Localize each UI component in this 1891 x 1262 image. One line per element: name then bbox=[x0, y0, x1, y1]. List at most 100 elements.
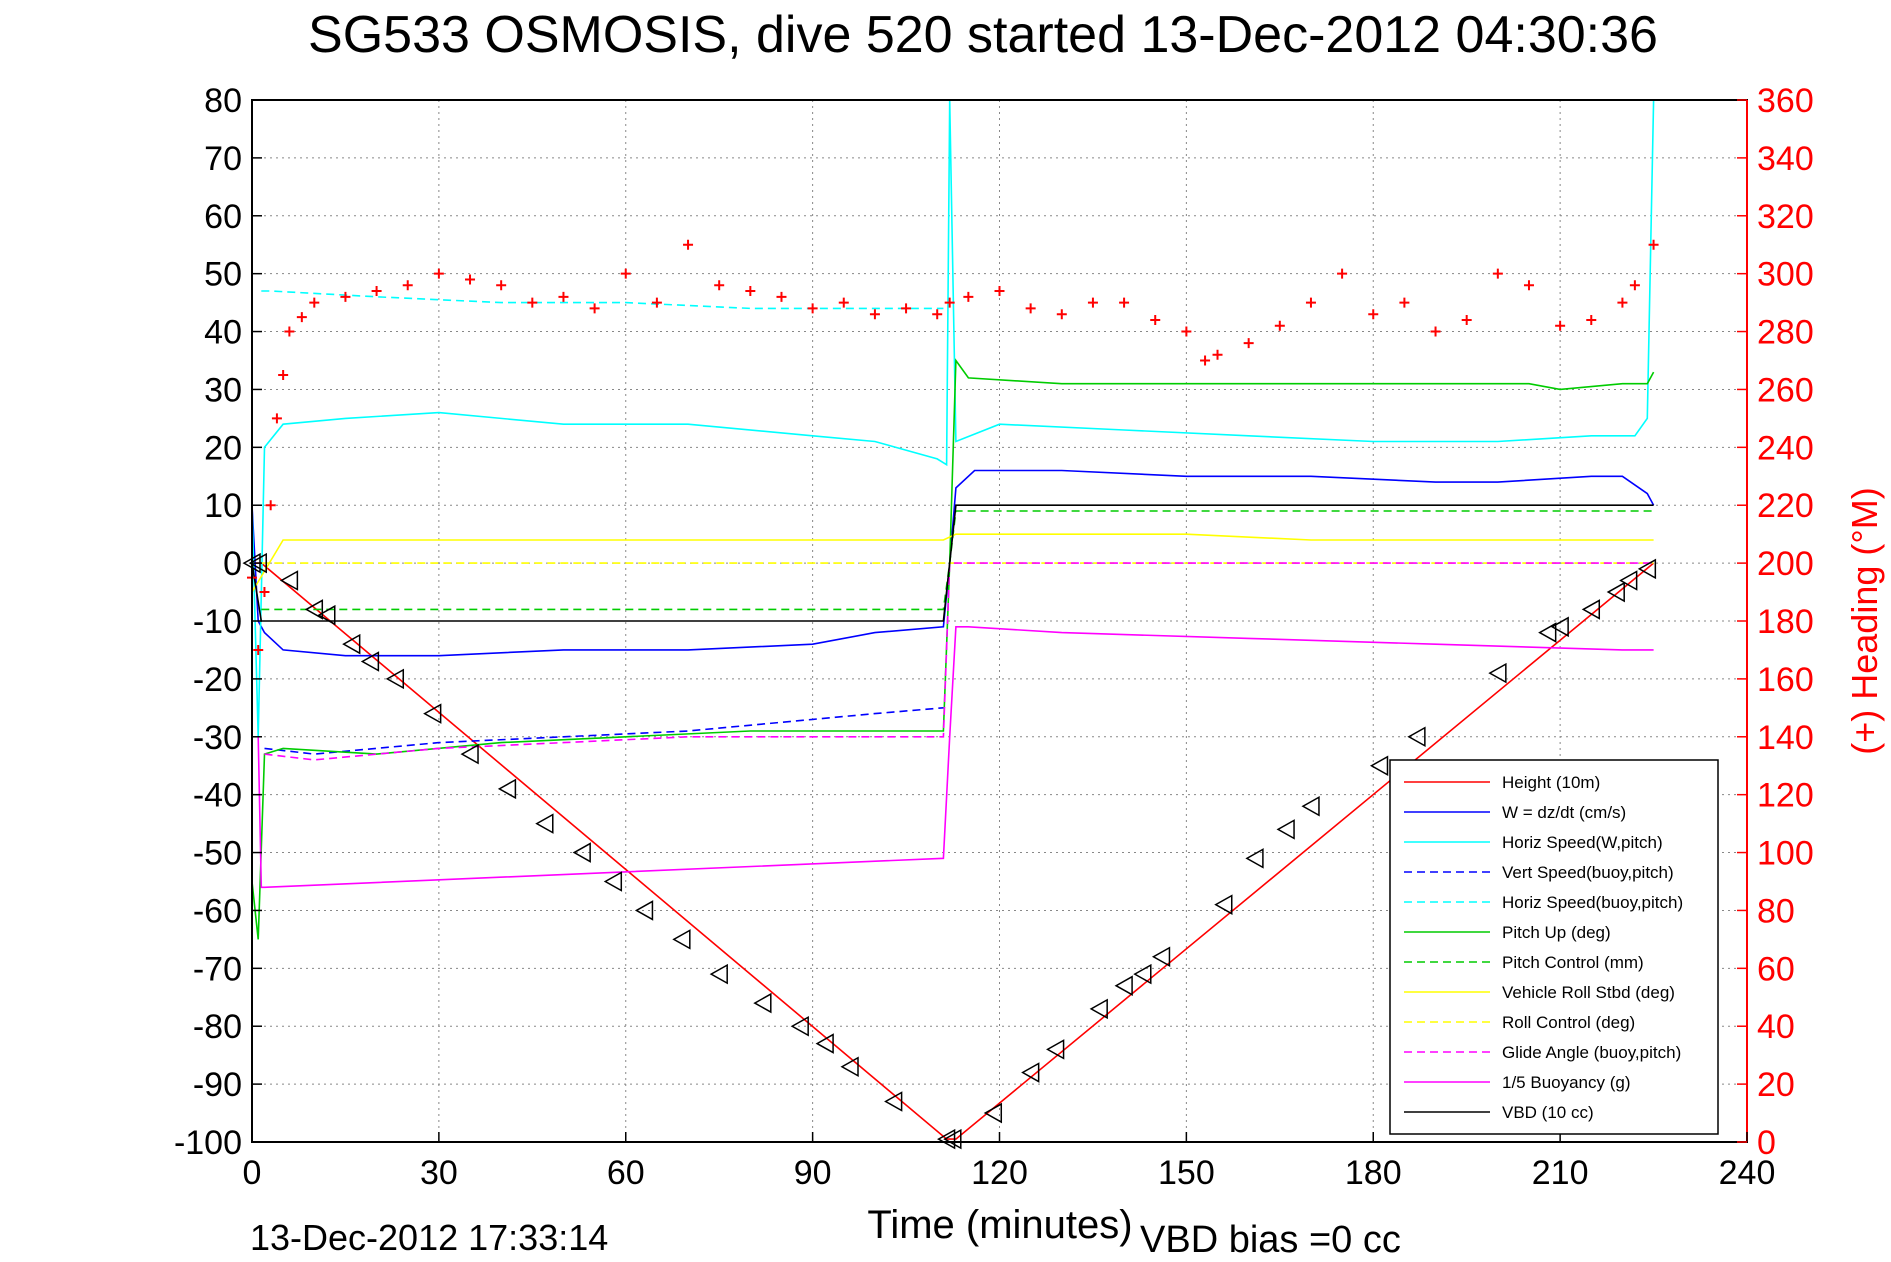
heading-point bbox=[683, 239, 694, 250]
y2-tick-label: 260 bbox=[1757, 371, 1814, 409]
legend-label: Glide Angle (buoy,pitch) bbox=[1502, 1043, 1681, 1062]
heading-point bbox=[1212, 349, 1223, 360]
heading-point bbox=[589, 303, 600, 314]
heading-point bbox=[1025, 303, 1036, 314]
y2-tick-label: 40 bbox=[1757, 1008, 1795, 1046]
y-tick-label: -70 bbox=[193, 950, 242, 988]
legend-label: Pitch Up (deg) bbox=[1502, 923, 1611, 942]
depth-marker bbox=[1619, 570, 1638, 591]
x-tick-label: 0 bbox=[243, 1154, 262, 1192]
y-tick-label: -50 bbox=[193, 835, 242, 873]
legend-label: Roll Control (deg) bbox=[1502, 1013, 1635, 1032]
heading-point bbox=[1430, 326, 1441, 337]
depth-marker bbox=[423, 703, 442, 724]
legend-label: 1/5 Buoyancy (g) bbox=[1502, 1073, 1631, 1092]
y2-tick-label: 340 bbox=[1757, 140, 1814, 178]
heading-point bbox=[776, 291, 787, 302]
y2-axis-label: (+) Heading (°M) bbox=[1844, 487, 1885, 754]
y-tick-label: 30 bbox=[204, 371, 242, 409]
depth-marker bbox=[1114, 975, 1133, 996]
depth-marker bbox=[497, 778, 517, 800]
depth-marker bbox=[753, 992, 772, 1014]
depth-marker bbox=[1245, 848, 1264, 869]
y-axis-right: 0 20 40 60 80 100 120 140 160 180 200 220 240 260 280 3… bbox=[1737, 82, 1814, 1162]
heading-point bbox=[932, 309, 943, 320]
depth-marker bbox=[342, 633, 361, 655]
x-tick-label: 150 bbox=[1158, 1154, 1215, 1192]
series-line-5 bbox=[251, 358, 1655, 940]
heading-point bbox=[265, 500, 276, 511]
heading-point bbox=[1617, 297, 1628, 308]
heading-point bbox=[253, 644, 264, 655]
heading-point bbox=[620, 268, 631, 279]
depth-marker bbox=[1214, 894, 1233, 915]
legend-label: W = dz/dt (cm/s) bbox=[1502, 803, 1626, 822]
heading-point bbox=[1648, 239, 1659, 250]
depth-marker bbox=[1606, 581, 1625, 603]
chart-title: SG533 OSMOSIS, dive 520 started 13-Dec-2… bbox=[308, 6, 1658, 64]
y-tick-label: 70 bbox=[204, 140, 242, 178]
heading-point bbox=[433, 268, 444, 279]
x-tick-label: 60 bbox=[607, 1154, 645, 1192]
depth-marker bbox=[1407, 726, 1426, 748]
y2-tick-label: 220 bbox=[1757, 487, 1814, 525]
legend-label: Horiz Speed(buoy,pitch) bbox=[1502, 893, 1683, 912]
y2-tick-label: 60 bbox=[1757, 950, 1795, 988]
depth-marker bbox=[248, 552, 267, 574]
legend-label: Vehicle Roll Stbd (deg) bbox=[1502, 983, 1675, 1002]
heading-point bbox=[340, 291, 351, 302]
depth-marker bbox=[983, 1102, 1003, 1124]
heading-point bbox=[1150, 314, 1161, 325]
heading-point bbox=[402, 280, 413, 291]
series-line-4 bbox=[261, 290, 944, 310]
y2-tick-label: 0 bbox=[1757, 1124, 1776, 1162]
heading-point bbox=[963, 291, 974, 302]
heading-point bbox=[651, 297, 662, 308]
legend-box bbox=[1389, 759, 1719, 1135]
heading-point bbox=[296, 312, 307, 323]
series-line-2 bbox=[251, 99, 1655, 737]
x-axis-label: Time (minutes) bbox=[867, 1203, 1132, 1247]
y-tick-label: -10 bbox=[193, 603, 242, 641]
depth-marker bbox=[943, 1128, 962, 1150]
heading-point bbox=[496, 280, 507, 291]
depth-markers bbox=[242, 552, 1657, 1150]
legend-label: Height (10m) bbox=[1502, 773, 1600, 792]
legend-label: Horiz Speed(W,pitch) bbox=[1502, 833, 1663, 852]
depth-marker bbox=[572, 842, 591, 863]
depth-marker bbox=[279, 570, 299, 591]
heading-point bbox=[558, 291, 569, 302]
heading-point bbox=[309, 297, 320, 308]
heading-point bbox=[838, 297, 849, 308]
depth-marker bbox=[1046, 1039, 1065, 1060]
heading-point bbox=[1274, 320, 1285, 331]
heading-point bbox=[1492, 268, 1503, 279]
depth-marker bbox=[317, 604, 336, 626]
y-tick-label: 10 bbox=[204, 487, 242, 525]
depth-marker bbox=[1276, 819, 1295, 840]
depth-marker bbox=[672, 929, 691, 950]
x-tick-label: 120 bbox=[971, 1154, 1028, 1192]
depth-marker bbox=[385, 668, 405, 690]
series-line-9 bbox=[264, 562, 1654, 761]
depth-marker bbox=[815, 1033, 834, 1054]
depth-marker bbox=[1089, 998, 1108, 1020]
depth-marker bbox=[790, 1015, 809, 1037]
depth-marker bbox=[1637, 558, 1657, 580]
heading-point bbox=[1555, 320, 1566, 331]
legend-label: Vert Speed(buoy,pitch) bbox=[1502, 863, 1674, 882]
legend-label: Pitch Control (mm) bbox=[1502, 953, 1644, 972]
footer-timestamp: 13-Dec-2012 17:33:14 bbox=[250, 1217, 608, 1258]
depth-marker bbox=[304, 599, 324, 620]
y-tick-label: 60 bbox=[204, 198, 242, 236]
x-tick-label: 30 bbox=[420, 1154, 458, 1192]
heading-point bbox=[1629, 280, 1640, 291]
y-tick-label: -20 bbox=[193, 661, 242, 699]
y2-tick-label: 100 bbox=[1757, 835, 1814, 873]
depth-marker bbox=[1151, 946, 1171, 968]
heading-point bbox=[1243, 338, 1254, 349]
y2-tick-label: 300 bbox=[1757, 256, 1814, 294]
x-tick-label: 210 bbox=[1532, 1154, 1589, 1192]
depth-marker bbox=[937, 1128, 956, 1150]
heading-point bbox=[1200, 355, 1211, 366]
